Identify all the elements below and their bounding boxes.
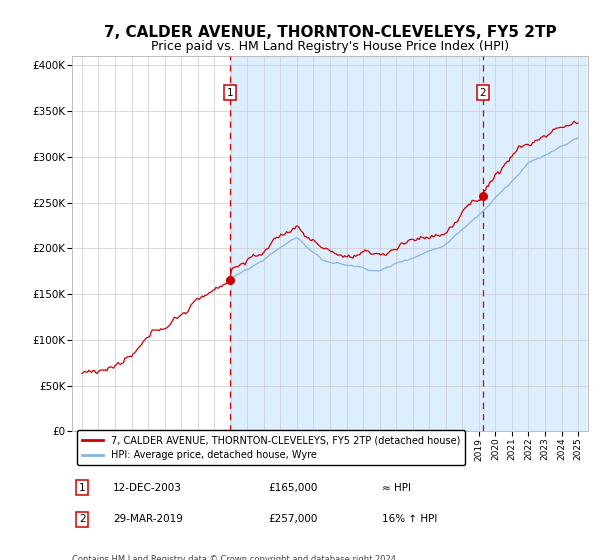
- Text: £257,000: £257,000: [268, 515, 317, 525]
- Text: 2: 2: [79, 515, 86, 525]
- Bar: [230, 56, 586, 431]
- Text: £165,000: £165,000: [268, 483, 317, 493]
- Legend: 7, CALDER AVENUE, THORNTON-CLEVELEYS, FY5 2TP (detached house), HPI: Average pri: 7, CALDER AVENUE, THORNTON-CLEVELEYS, FY…: [77, 431, 465, 465]
- Text: ≈ HPI: ≈ HPI: [382, 483, 410, 493]
- Text: 29-MAR-2019: 29-MAR-2019: [113, 515, 183, 525]
- Text: 1: 1: [227, 87, 233, 97]
- Text: Price paid vs. HM Land Registry's House Price Index (HPI): Price paid vs. HM Land Registry's House …: [151, 40, 509, 53]
- Text: 2: 2: [479, 87, 486, 97]
- Text: Contains HM Land Registry data © Crown copyright and database right 2024.
This d: Contains HM Land Registry data © Crown c…: [72, 554, 398, 560]
- Text: 7, CALDER AVENUE, THORNTON-CLEVELEYS, FY5 2TP: 7, CALDER AVENUE, THORNTON-CLEVELEYS, FY…: [104, 25, 556, 40]
- Text: 12-DEC-2003: 12-DEC-2003: [113, 483, 182, 493]
- Text: 1: 1: [79, 483, 86, 493]
- Text: 16% ↑ HPI: 16% ↑ HPI: [382, 515, 437, 525]
